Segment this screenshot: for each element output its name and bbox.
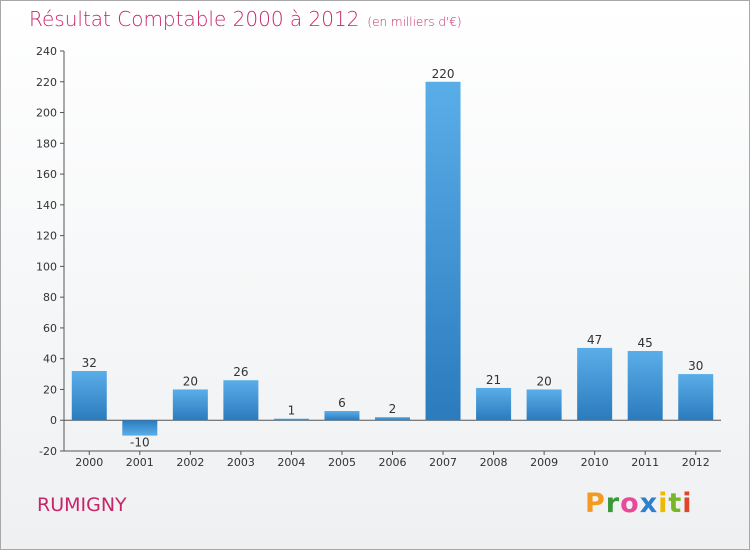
bar bbox=[273, 418, 309, 421]
chart-subtitle: (en milliers d'€) bbox=[367, 15, 462, 29]
data-label: 30 bbox=[688, 359, 703, 373]
bar bbox=[678, 374, 714, 421]
x-tick-label: 2012 bbox=[682, 456, 710, 469]
logo-letter: o bbox=[620, 488, 640, 519]
x-tick-label: 2008 bbox=[480, 456, 508, 469]
y-tick-label: 40 bbox=[43, 353, 57, 366]
y-tick-label: 180 bbox=[36, 137, 57, 150]
data-label: 21 bbox=[486, 373, 501, 387]
proxiti-logo: Proxiti bbox=[585, 488, 693, 519]
commune-name: RUMIGNY bbox=[37, 494, 127, 516]
bar bbox=[476, 387, 512, 421]
bar bbox=[223, 380, 259, 421]
x-tick-label: 2005 bbox=[328, 456, 356, 469]
x-tick-label: 2004 bbox=[277, 456, 305, 469]
data-label: 26 bbox=[233, 365, 248, 379]
x-tick-label: 2010 bbox=[581, 456, 609, 469]
y-tick-label: 20 bbox=[43, 383, 57, 396]
x-tick-label: 2000 bbox=[75, 456, 103, 469]
y-tick-label: 60 bbox=[43, 322, 57, 335]
logo-letter: r bbox=[605, 488, 621, 519]
data-label: 20 bbox=[536, 374, 551, 388]
logo-letter: i bbox=[682, 488, 693, 519]
x-tick-label: 2001 bbox=[126, 456, 154, 469]
logo-letter: x bbox=[639, 488, 659, 519]
logo-letter: i bbox=[658, 488, 669, 519]
data-labels: 32 -10 20 26 1 6 2 220 21 20 47 45 30 bbox=[82, 67, 704, 450]
bar bbox=[324, 411, 360, 421]
bar bbox=[375, 417, 410, 421]
bars bbox=[71, 81, 714, 436]
x-tick-label: 2006 bbox=[379, 456, 407, 469]
logo-letter: t bbox=[668, 488, 683, 519]
y-tick-label: 200 bbox=[36, 107, 57, 120]
data-label: 6 bbox=[338, 396, 346, 410]
data-label: 47 bbox=[587, 333, 602, 347]
bar bbox=[577, 347, 613, 421]
y-tick-label: 80 bbox=[43, 291, 57, 304]
y-tick-label: 140 bbox=[36, 199, 57, 212]
y-tick-label: 160 bbox=[36, 168, 57, 181]
data-label: 20 bbox=[183, 374, 198, 388]
data-label: 220 bbox=[432, 67, 455, 81]
bar bbox=[71, 371, 107, 421]
bar bbox=[425, 81, 461, 421]
bar bbox=[122, 420, 158, 436]
x-tick-label: 2009 bbox=[530, 456, 558, 469]
y-tick-label: 0 bbox=[50, 414, 57, 427]
data-label: 2 bbox=[389, 402, 397, 416]
bar bbox=[627, 351, 663, 421]
chart-title-text: Résultat Comptable 2000 à 2012 bbox=[29, 7, 360, 31]
y-tick-label: -20 bbox=[39, 445, 57, 458]
axes: -200204060801001201401601802002202402000… bbox=[36, 45, 721, 469]
data-label: 45 bbox=[638, 336, 653, 350]
y-tick-label: 120 bbox=[36, 230, 57, 243]
x-tick-label: 2003 bbox=[227, 456, 255, 469]
y-tick-label: 240 bbox=[36, 45, 57, 58]
data-label: 32 bbox=[82, 356, 97, 370]
logo-letter: P bbox=[585, 488, 606, 519]
data-label: 1 bbox=[288, 404, 296, 418]
y-tick-label: 100 bbox=[36, 260, 57, 273]
chart-title: Résultat Comptable 2000 à 2012 (en millie… bbox=[29, 7, 462, 31]
x-tick-label: 2007 bbox=[429, 456, 457, 469]
x-tick-label: 2002 bbox=[176, 456, 204, 469]
y-tick-label: 220 bbox=[36, 76, 57, 89]
data-label: -10 bbox=[130, 436, 150, 450]
bar bbox=[526, 389, 562, 421]
bar bbox=[172, 389, 208, 421]
x-tick-label: 2011 bbox=[631, 456, 659, 469]
